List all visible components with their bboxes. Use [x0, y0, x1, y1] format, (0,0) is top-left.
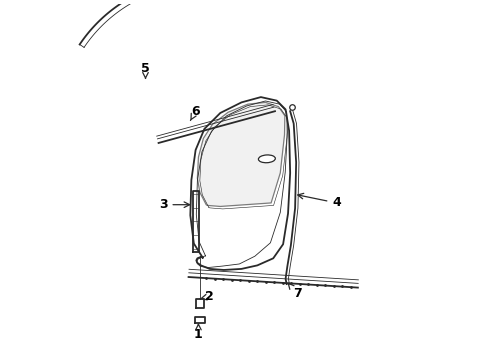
Text: 1: 1 [194, 324, 203, 341]
Text: 7: 7 [288, 283, 301, 300]
Ellipse shape [258, 155, 275, 163]
Text: 5: 5 [141, 62, 150, 78]
Text: 6: 6 [191, 105, 200, 121]
Polygon shape [197, 102, 285, 207]
Text: 2: 2 [200, 290, 214, 303]
Text: 4: 4 [298, 193, 341, 210]
Text: 3: 3 [159, 198, 190, 211]
